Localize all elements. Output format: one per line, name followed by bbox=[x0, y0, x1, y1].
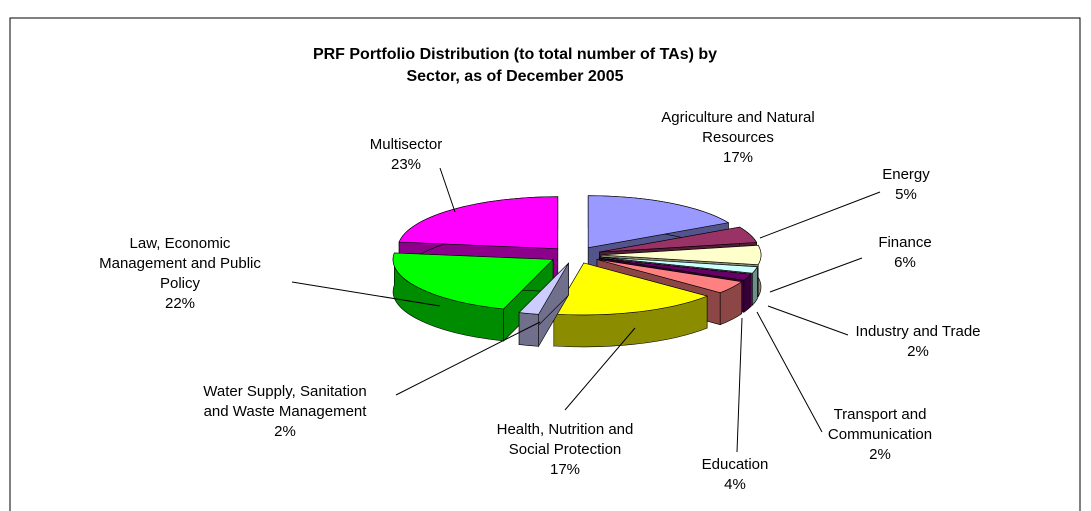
slice-top bbox=[553, 262, 709, 316]
slice-top bbox=[392, 252, 554, 310]
slice-top bbox=[398, 196, 559, 250]
slice-value-label: 17% bbox=[722, 149, 754, 166]
slice-value-label: 23% bbox=[390, 156, 422, 173]
slice-label: Finance bbox=[878, 234, 932, 251]
slice-label: Multisector bbox=[369, 136, 443, 153]
chart-title: PRF Portfolio Distribution (to total num… bbox=[312, 46, 718, 85]
leader-line bbox=[769, 257, 863, 293]
chart-border bbox=[9, 17, 1081, 511]
slice-top bbox=[599, 226, 758, 253]
slice-value-label: 2% bbox=[907, 343, 929, 360]
leader-line bbox=[395, 321, 541, 396]
leader-line bbox=[759, 191, 881, 239]
slice-top bbox=[518, 262, 569, 315]
slice-label: Education bbox=[701, 456, 769, 473]
slice-label: Industry and Trade bbox=[855, 323, 981, 340]
slice-label: Transport and Communication bbox=[827, 406, 933, 443]
leader-line bbox=[756, 311, 823, 433]
slice-label: Energy bbox=[882, 166, 930, 183]
leader-line bbox=[767, 305, 849, 336]
leader-line bbox=[291, 281, 441, 307]
slice-value-label: 4% bbox=[724, 476, 746, 493]
slice-label: Health, Nutrition and Social Protection bbox=[496, 421, 634, 458]
slice-top bbox=[587, 195, 730, 249]
leader-line bbox=[564, 327, 636, 411]
slice-value-label: 2% bbox=[274, 423, 296, 440]
slice-top bbox=[599, 257, 752, 281]
slice-value-label: 22% bbox=[164, 295, 196, 312]
slice-top bbox=[600, 256, 758, 274]
slice-value-label: 6% bbox=[894, 254, 916, 271]
slice-value-label: 5% bbox=[895, 186, 917, 203]
slice-top bbox=[596, 259, 743, 294]
leader-line bbox=[439, 167, 456, 213]
slice-label: Law, Economic Management and Public Poli… bbox=[99, 235, 261, 292]
slice-value-label: 17% bbox=[549, 461, 581, 478]
slice-side bbox=[518, 312, 539, 347]
slice-label: Water Supply, Sanitation and Waste Manag… bbox=[203, 383, 367, 420]
slice-value-label: 2% bbox=[869, 446, 891, 463]
slice-label: Agriculture and Natural Resources bbox=[661, 109, 815, 146]
slice-side bbox=[743, 273, 752, 313]
slice-top bbox=[600, 244, 762, 266]
leader-line bbox=[736, 317, 743, 453]
